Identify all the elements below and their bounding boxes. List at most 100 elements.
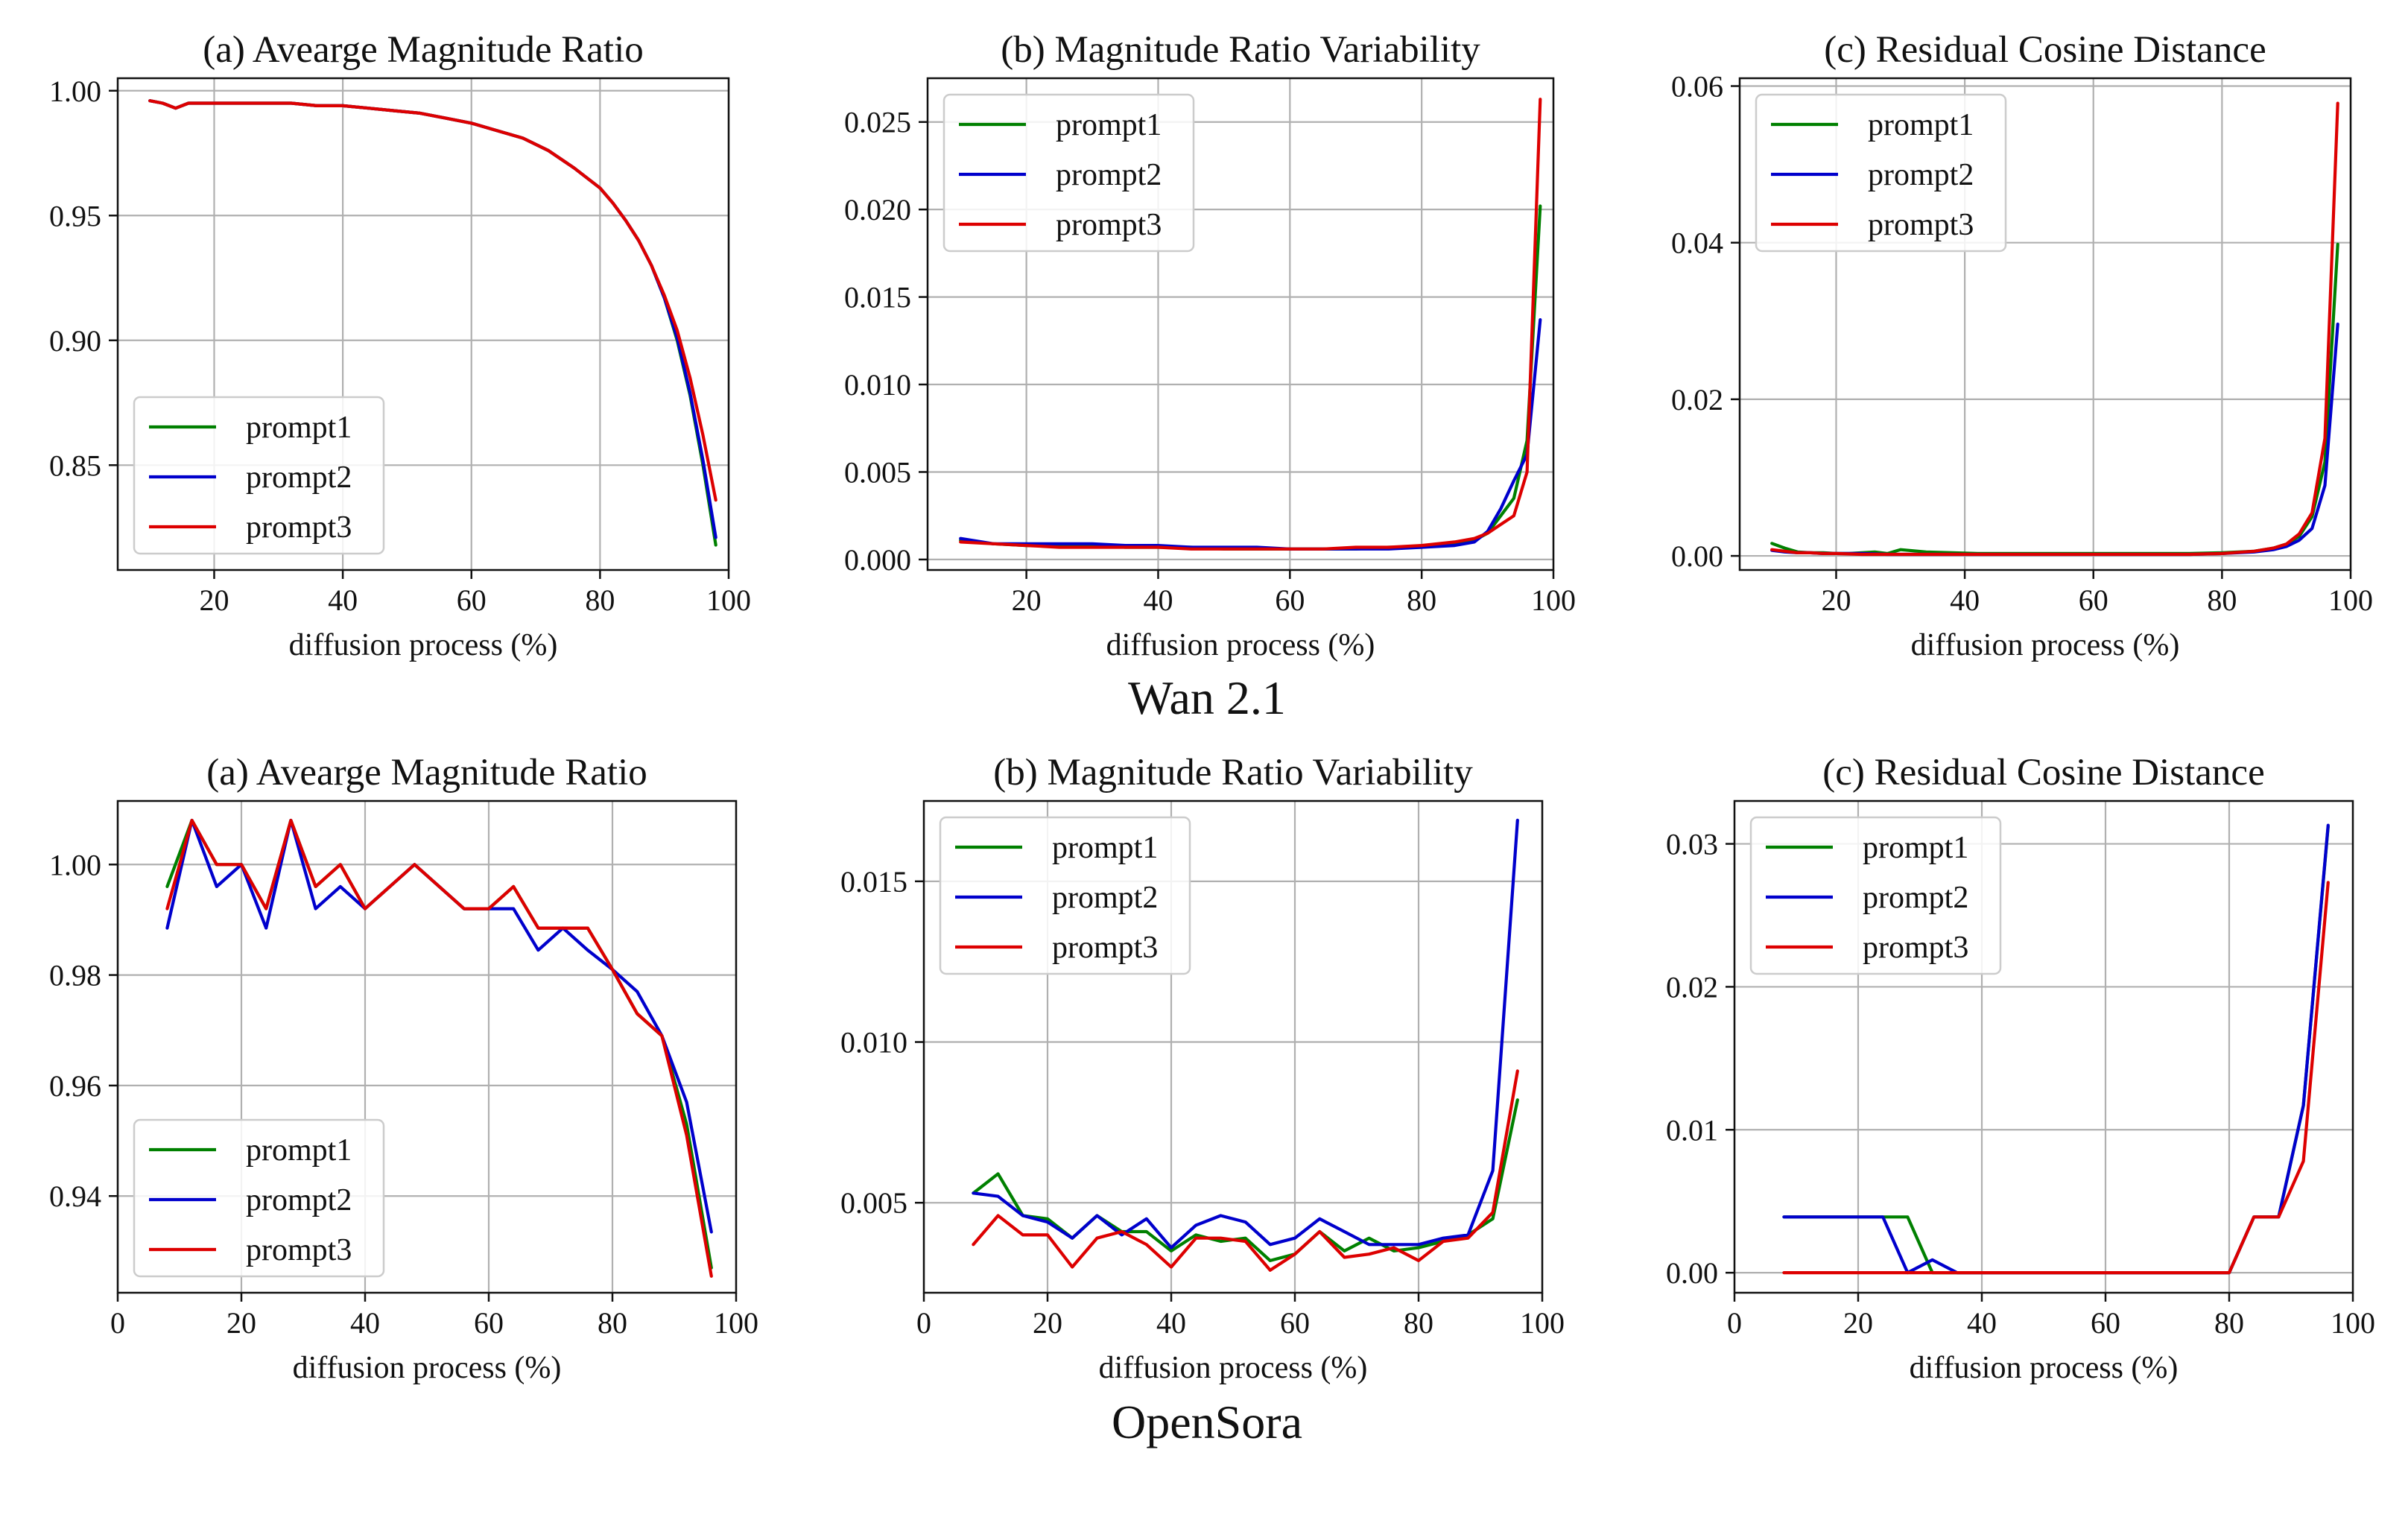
- x-tick-label: 100: [1520, 1306, 1565, 1340]
- x-tick-label: 60: [457, 583, 487, 617]
- chart-title: (a) Avearge Magnitude Ratio: [206, 752, 647, 794]
- legend-label: prompt2: [1052, 881, 1158, 915]
- legend-box: [942, 93, 1195, 253]
- x-tick-label: 80: [1404, 1306, 1433, 1340]
- legend-box: [133, 1118, 385, 1278]
- x-tick-label: 60: [474, 1306, 504, 1340]
- group-label-opensora: OpenSora: [1112, 1396, 1302, 1448]
- y-tick-label: 0.000: [844, 543, 911, 577]
- legend-label: prompt2: [1863, 881, 1968, 915]
- series-line-prompt3: [972, 1069, 1519, 1272]
- legend-label: prompt1: [1868, 108, 1974, 142]
- legend: prompt1 prompt2 prompt3: [1755, 93, 2007, 253]
- x-tick-label: 40: [328, 583, 358, 617]
- x-tick-label: 20: [1821, 583, 1851, 617]
- series-line-prompt3: [148, 99, 717, 502]
- legend: prompt1 prompt2 prompt3: [939, 816, 1191, 975]
- y-tick-label: 1.00: [49, 75, 101, 108]
- y-tick-label: 0.015: [844, 281, 911, 314]
- x-tick-label: 60: [1275, 583, 1305, 617]
- x-tick-label: 20: [1012, 583, 1042, 617]
- plot-frame: [926, 77, 1555, 571]
- x-axis-label: diffusion process (%): [1911, 628, 2180, 662]
- x-tick-label: 40: [1967, 1306, 1997, 1340]
- x-tick-label: 100: [2331, 1306, 2375, 1340]
- chart-panel-5: 0 20 40 60 80 100 0.005 0.010 0.015 (b) Magnitude…: [840, 752, 1565, 1385]
- y-tick-label: 0.01: [1666, 1113, 1718, 1147]
- x-tick-label: 0: [916, 1306, 931, 1340]
- series-line-prompt3: [959, 98, 1542, 551]
- x-tick-label: 80: [1407, 583, 1436, 617]
- plot-frame: [1738, 77, 2352, 571]
- chart-panel-2: 20 40 60 80 100 0.000 0.005 0.010 0.015 0.020 0.02…: [844, 29, 1576, 662]
- x-tick-label: 100: [2328, 583, 2373, 617]
- chart-title: (c) Residual Cosine Distance: [1822, 752, 2264, 794]
- legend-box: [939, 816, 1191, 975]
- y-tick-label: 0.02: [1666, 970, 1718, 1004]
- plot-frame: [116, 77, 730, 571]
- y-tick-label: 0.94: [49, 1179, 101, 1213]
- series-line-prompt3: [1782, 881, 2330, 1275]
- x-tick-label: 40: [1950, 583, 1980, 617]
- legend-label: prompt1: [1052, 831, 1158, 865]
- x-tick-label: 80: [585, 583, 615, 617]
- y-tick-label: 0.96: [49, 1069, 101, 1103]
- x-tick-label: 0: [1727, 1306, 1742, 1340]
- panels: 20 40 60 80 100 0.85 0.90 0.95 1.00 (a) Avearge M…: [49, 29, 2375, 1385]
- legend-label: prompt2: [1056, 158, 1162, 192]
- legend-label: prompt3: [1052, 931, 1158, 965]
- x-tick-label: 20: [199, 583, 229, 617]
- y-tick-label: 0.005: [844, 455, 911, 489]
- x-tick-label: 80: [2214, 1306, 2244, 1340]
- plot-frame: [1733, 799, 2354, 1294]
- legend-box: [1755, 93, 2007, 253]
- legend-label: prompt2: [246, 1183, 352, 1217]
- x-axis-label: diffusion process (%): [1099, 1351, 1368, 1385]
- x-tick-label: 60: [1280, 1306, 1310, 1340]
- x-tick-label: 20: [226, 1306, 256, 1340]
- y-tick-label: 0.00: [1666, 1256, 1718, 1290]
- chart-panel-3: 20 40 60 80 100 0.00 0.02 0.04 0.06 (c) Residual …: [1671, 29, 2373, 662]
- y-tick-label: 0.04: [1671, 227, 1723, 260]
- x-tick-label: 40: [350, 1306, 380, 1340]
- y-tick-label: 0.020: [844, 193, 911, 227]
- legend-label: prompt3: [1868, 208, 1974, 242]
- y-tick-label: 0.005: [840, 1186, 907, 1220]
- x-axis-label: diffusion process (%): [293, 1351, 562, 1385]
- plot-frame: [116, 799, 738, 1294]
- legend: prompt1 prompt2 prompt3: [133, 396, 385, 555]
- legend-label: prompt2: [246, 460, 352, 495]
- x-tick-label: 0: [110, 1306, 125, 1340]
- legend: prompt1 prompt2 prompt3: [942, 93, 1195, 253]
- x-tick-label: 40: [1143, 583, 1173, 617]
- y-tick-label: 0.85: [49, 449, 101, 482]
- chart-panel-4: 0 20 40 60 80 100 0.94 0.96 0.98 1.00 (a) Avearge …: [49, 752, 758, 1385]
- series-line-prompt3: [1770, 101, 2339, 557]
- legend-box: [133, 396, 385, 555]
- y-tick-label: 1.00: [49, 848, 101, 881]
- legend: prompt1 prompt2 prompt3: [133, 1118, 385, 1278]
- y-tick-label: 0.015: [840, 865, 907, 899]
- group-label-wan: Wan 2.1: [1128, 671, 1286, 724]
- legend-label: prompt1: [1056, 108, 1162, 142]
- y-tick-label: 0.90: [49, 324, 101, 358]
- legend-label: prompt3: [1863, 931, 1968, 965]
- x-tick-label: 100: [1531, 583, 1576, 617]
- y-tick-label: 0.025: [844, 106, 911, 139]
- x-tick-label: 100: [706, 583, 751, 617]
- x-tick-label: 60: [2079, 583, 2108, 617]
- legend: prompt1 prompt2 prompt3: [1749, 816, 2002, 975]
- x-tick-label: 40: [1156, 1306, 1186, 1340]
- plot-frame: [922, 799, 1544, 1294]
- chart-title: (c) Residual Cosine Distance: [1824, 29, 2266, 71]
- y-tick-label: 0.06: [1671, 70, 1723, 104]
- x-tick-label: 60: [2091, 1306, 2120, 1340]
- legend-label: prompt3: [1056, 208, 1162, 242]
- x-tick-label: 80: [2207, 583, 2237, 617]
- y-tick-label: 0.02: [1671, 383, 1723, 417]
- legend-label: prompt1: [1863, 831, 1968, 865]
- x-axis-label: diffusion process (%): [1910, 1351, 2179, 1385]
- y-tick-label: 0.010: [844, 368, 911, 402]
- x-axis-label: diffusion process (%): [1106, 628, 1375, 662]
